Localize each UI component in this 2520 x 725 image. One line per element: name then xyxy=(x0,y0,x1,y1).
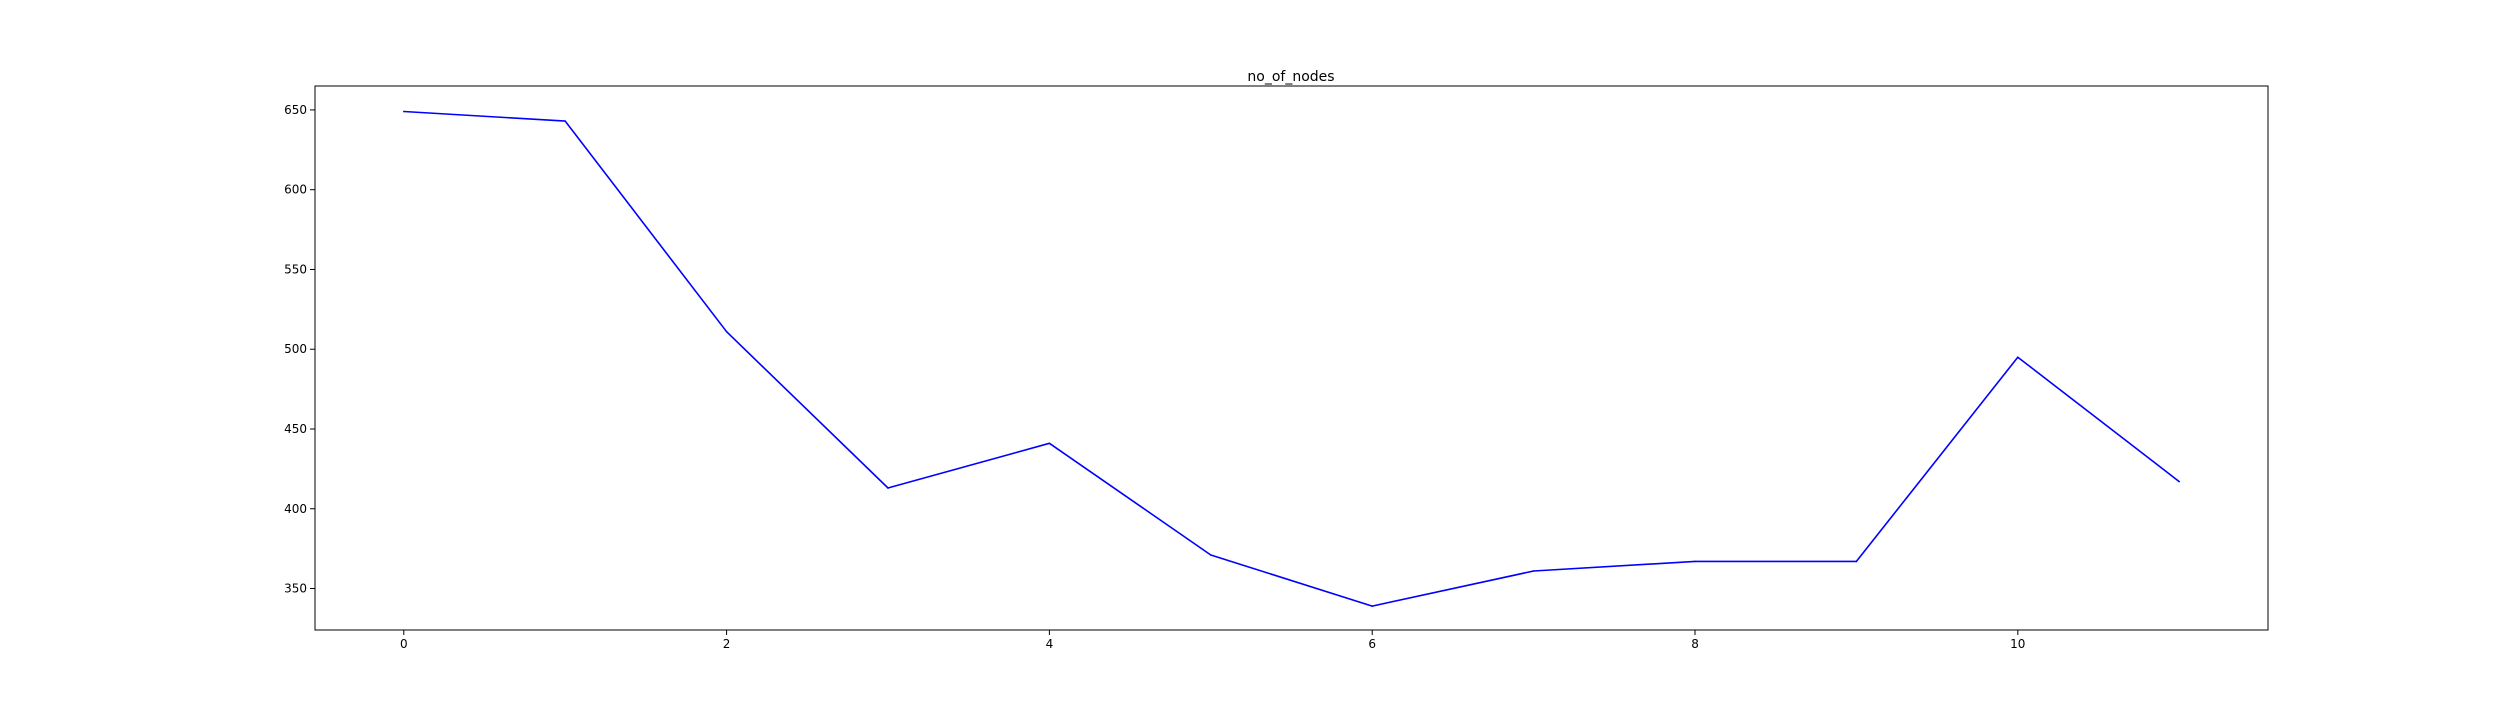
y-tick-label: 450 xyxy=(284,422,307,436)
series-line xyxy=(403,110,2180,607)
x-tick-label: 6 xyxy=(1368,637,1376,651)
x-tick-label: 2 xyxy=(723,637,731,651)
data-point xyxy=(1048,442,1051,445)
data-point xyxy=(887,487,889,489)
y-tick-label: 600 xyxy=(284,183,307,197)
data-point xyxy=(1209,554,1212,556)
data-point xyxy=(2017,356,2019,359)
data-point xyxy=(1694,560,1696,563)
x-tick-label: 4 xyxy=(1046,637,1054,651)
data-point xyxy=(1371,605,1374,607)
chart-title: no_of_nodes xyxy=(1247,69,1334,85)
data-point xyxy=(1855,560,1858,563)
x-tick-label: 8 xyxy=(1691,637,1699,651)
plot-frame xyxy=(314,85,2269,631)
data-point xyxy=(2178,480,2181,483)
data-point xyxy=(402,110,405,113)
y-tick-label: 400 xyxy=(284,502,307,516)
x-tick-label: 10 xyxy=(2010,637,2025,651)
x-tick-label: 0 xyxy=(400,637,408,651)
data-point xyxy=(725,330,728,333)
data-point xyxy=(564,120,566,122)
data-point xyxy=(1532,570,1535,572)
y-tick-label: 500 xyxy=(284,342,307,356)
y-tick-label: 350 xyxy=(284,582,307,596)
y-tick-label: 550 xyxy=(284,262,307,276)
y-tick-label: 650 xyxy=(284,103,307,117)
plot-area: 0 2 4 6 8 10 350 400 450 500 550 600 650 xyxy=(284,103,2181,651)
